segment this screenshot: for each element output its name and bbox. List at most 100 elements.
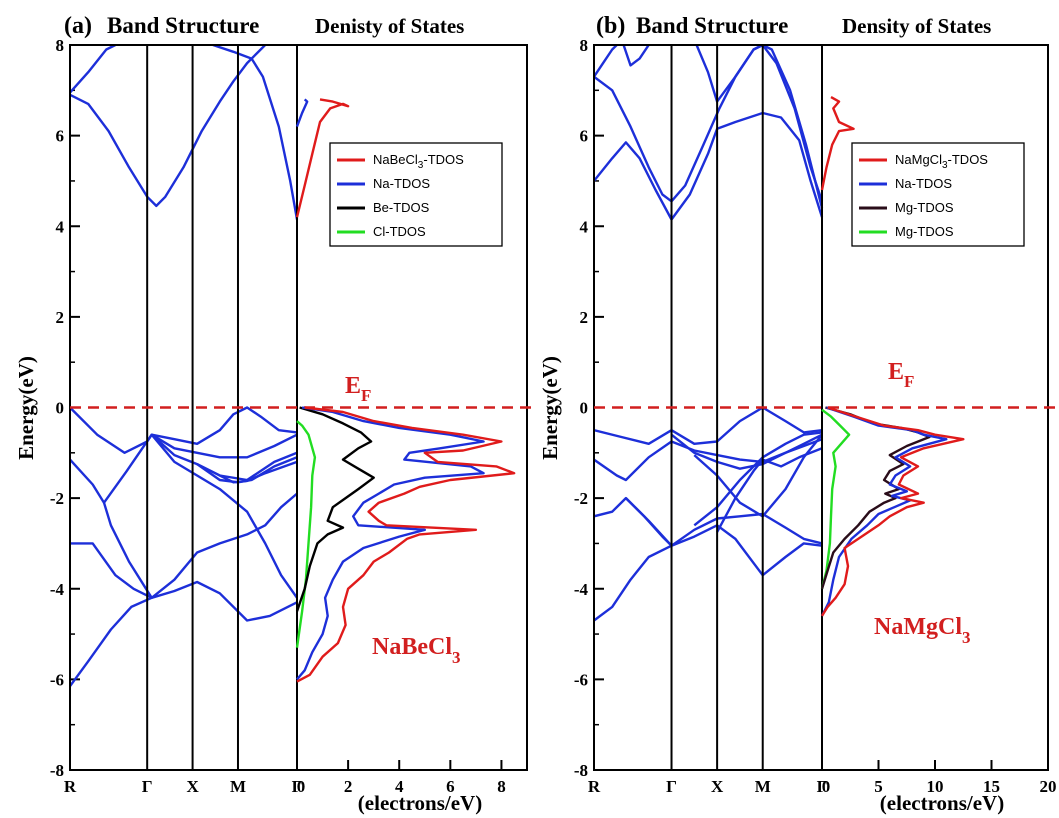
legend-a: NaBeCl3-TDOS Na-TDOS Be-TDOS Cl-TDOS bbox=[329, 142, 503, 247]
dos-title-a: Denisty of States bbox=[315, 14, 464, 38]
dos-plot-b bbox=[820, 96, 965, 617]
dos-xlabel-b: (electrons/eV) bbox=[880, 791, 1004, 815]
k-point-label: X bbox=[186, 777, 199, 796]
band-line bbox=[70, 406, 298, 454]
legend-entry: Na-TDOS bbox=[373, 176, 430, 191]
dos-line bbox=[820, 406, 965, 617]
band-line bbox=[70, 433, 298, 504]
dos-x-tick-label: 5 bbox=[874, 777, 883, 796]
compound-label-a: NaBeCl3 bbox=[372, 634, 461, 667]
k-point-label: Γ bbox=[142, 777, 153, 796]
dos-lines bbox=[820, 96, 965, 617]
y-tick-label: 0 bbox=[580, 399, 589, 418]
y-tick-label: -2 bbox=[574, 489, 588, 508]
panel-label-a: (a) bbox=[64, 13, 92, 39]
dos-line bbox=[820, 96, 855, 191]
dos-x-tick-label: 4 bbox=[395, 777, 404, 796]
band-line bbox=[70, 45, 116, 94]
band-line bbox=[102, 502, 153, 599]
band-title-b: Band Structure bbox=[636, 13, 788, 38]
k-point-label: M bbox=[230, 777, 246, 796]
dos-x-tick-label: 8 bbox=[497, 777, 506, 796]
y-tick-label: 6 bbox=[580, 127, 589, 146]
dos-zero-label: 0 bbox=[297, 777, 306, 796]
legend-entry: Mg-TDOS bbox=[895, 200, 954, 215]
legend-b: NaMgCl3-TDOS Na-TDOS Mg-TDOS Mg-TDOS bbox=[851, 142, 1025, 247]
dos-line bbox=[296, 406, 516, 683]
k-point-label: Γ bbox=[666, 777, 677, 796]
dos-line bbox=[295, 98, 350, 218]
legend-entry: Cl-TDOS bbox=[373, 224, 426, 239]
band-line bbox=[219, 460, 298, 484]
band-line bbox=[622, 45, 650, 67]
y-tick-label: -8 bbox=[50, 761, 64, 780]
legend-entry: NaBeCl3-TDOS bbox=[373, 152, 464, 171]
band-line bbox=[70, 542, 298, 622]
dos-x-tick-label: 6 bbox=[446, 777, 455, 796]
y-tick-label: 0 bbox=[56, 399, 65, 418]
k-point-label: R bbox=[64, 777, 77, 796]
y-tick-label: -6 bbox=[50, 670, 64, 689]
compound-label-b: NaMgCl3 bbox=[874, 614, 970, 647]
dos-x-tick-label: 2 bbox=[344, 777, 353, 796]
panel-b: (b) Band Structure Density of States Ene… bbox=[538, 13, 1057, 815]
k-point-label: M bbox=[755, 777, 771, 796]
dos-tick-labels-b: 5 10 15 20 bbox=[874, 760, 1057, 796]
band-line bbox=[594, 45, 824, 203]
legend-entry: NaMgCl3-TDOS bbox=[895, 152, 988, 171]
dos-xlabel-a: (electrons/eV) bbox=[358, 791, 482, 815]
band-line bbox=[594, 45, 618, 78]
y-tick-labels-b: -8 -6 -4 -2 0 2 4 6 8 bbox=[574, 36, 604, 780]
y-tick-label: 6 bbox=[56, 127, 65, 146]
band-structure-plot-a bbox=[69, 44, 535, 771]
dos-title-b: Density of States bbox=[842, 14, 991, 38]
legend-entry: Na-TDOS bbox=[895, 176, 952, 191]
y-tick-label: -4 bbox=[50, 580, 65, 599]
band-line bbox=[625, 497, 673, 547]
panel-a: (a) Band Structure Denisty of States Ene… bbox=[14, 13, 535, 815]
dos-x-tick-label: 10 bbox=[927, 777, 944, 796]
y-tick-label: 2 bbox=[56, 308, 65, 327]
dos-lines bbox=[295, 98, 516, 683]
y-tick-label: 8 bbox=[580, 36, 589, 55]
ylabel-a: Energy(eV) bbox=[14, 356, 38, 460]
band-line bbox=[594, 496, 823, 577]
y-tick-label: -6 bbox=[574, 670, 588, 689]
ylabel-b: Energy(eV) bbox=[538, 356, 562, 460]
band-line bbox=[150, 433, 298, 599]
band-structure-plot-b bbox=[593, 44, 1056, 771]
panel-label-b: (b) bbox=[596, 13, 625, 39]
dos-line bbox=[296, 406, 485, 681]
dos-tick-labels-a: 2 4 6 8 bbox=[344, 760, 506, 796]
y-tick-label: 4 bbox=[580, 217, 589, 236]
y-tick-label: 2 bbox=[580, 308, 589, 327]
dos-x-tick-label: 15 bbox=[983, 777, 1000, 796]
y-tick-label: -4 bbox=[574, 580, 589, 599]
k-point-label: X bbox=[711, 777, 724, 796]
legend-entry: Mg-TDOS bbox=[895, 224, 954, 239]
band-lines bbox=[70, 45, 299, 687]
band-line bbox=[594, 512, 823, 622]
band-line bbox=[695, 45, 824, 209]
dos-line bbox=[295, 98, 309, 128]
fermi-label-a: EF bbox=[345, 373, 371, 405]
y-tick-label: -2 bbox=[50, 489, 64, 508]
y-tick-label: 8 bbox=[56, 36, 65, 55]
dos-line bbox=[295, 406, 375, 612]
legend-entry: Be-TDOS bbox=[373, 200, 430, 215]
band-title-a: Band Structure bbox=[107, 13, 259, 38]
band-line bbox=[70, 57, 299, 220]
dos-line bbox=[820, 408, 851, 590]
band-line bbox=[594, 111, 824, 221]
band-line bbox=[212, 45, 267, 60]
band-line bbox=[70, 492, 298, 687]
k-point-label: R bbox=[588, 777, 601, 796]
dos-zero-label: 0 bbox=[822, 777, 831, 796]
k-point-labels-b: R Γ X M Γ0 bbox=[588, 777, 830, 796]
y-tick-label: -8 bbox=[574, 761, 588, 780]
k-point-label: Γ bbox=[817, 777, 828, 796]
k-point-labels-a: R Γ X M Γ0 bbox=[64, 777, 305, 796]
k-point-label: Γ bbox=[292, 777, 303, 796]
y-tick-label: 4 bbox=[56, 217, 65, 236]
